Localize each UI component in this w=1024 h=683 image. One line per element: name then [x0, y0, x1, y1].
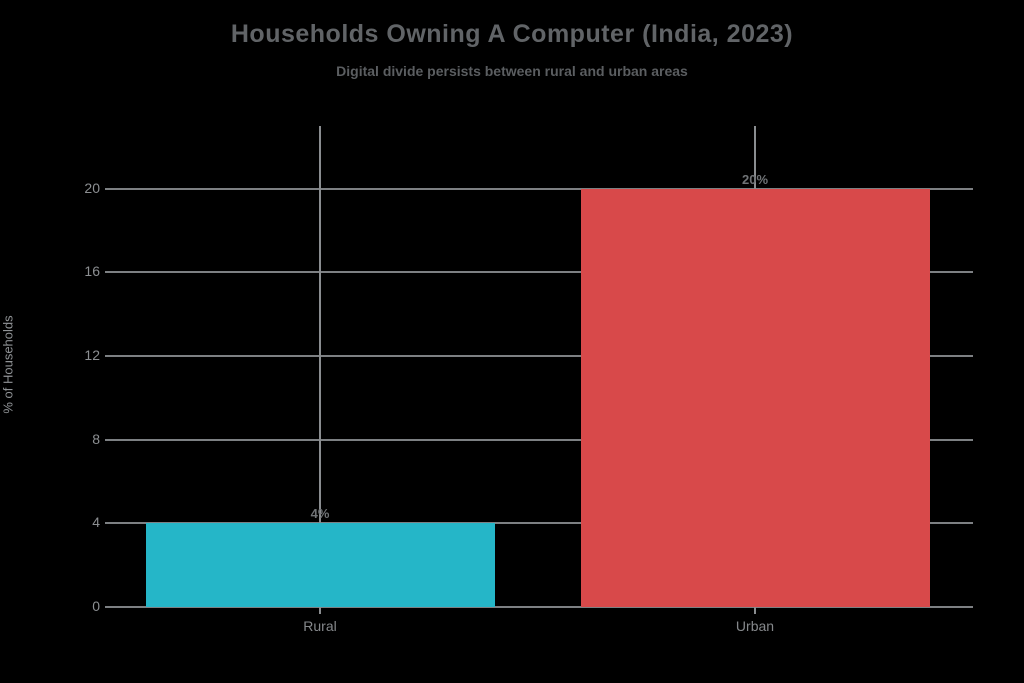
- y-tick-label-16: 16: [84, 263, 100, 280]
- gridline-y-12: [105, 355, 973, 358]
- x-tick-urban: [754, 607, 756, 614]
- plot-area: 0 4 8 12 16 20 4% 20% Rural Urban: [84, 126, 973, 634]
- bar-value-label-urban: 20%: [741, 171, 769, 187]
- chart-subtitle: Digital divide persists between rural an…: [336, 63, 688, 79]
- y-axis-title: % of Households: [0, 315, 16, 414]
- x-category-label-urban: Urban: [735, 618, 775, 634]
- bar-rural: [145, 523, 495, 607]
- gridline-y-16: [105, 271, 973, 274]
- y-tick-label-8: 8: [92, 430, 100, 447]
- gridline-y-0: [105, 606, 973, 608]
- bar-value-label-rural: 4%: [310, 506, 330, 522]
- gridline-y-20: [105, 187, 973, 190]
- category-gridline-rural: [319, 126, 321, 607]
- x-tick-rural: [319, 607, 321, 614]
- y-tick-label-12: 12: [84, 347, 100, 364]
- x-category-label-rural: Rural: [303, 618, 337, 634]
- chart-title: Households Owning A Computer (India, 202…: [230, 20, 794, 48]
- gridline-y-4: [105, 522, 973, 525]
- bar-urban: [580, 188, 930, 607]
- y-tick-label-0: 0: [92, 598, 100, 614]
- y-tick-label-4: 4: [92, 514, 100, 531]
- gridline-y-8: [105, 438, 973, 441]
- y-tick-label-20: 20: [84, 179, 100, 196]
